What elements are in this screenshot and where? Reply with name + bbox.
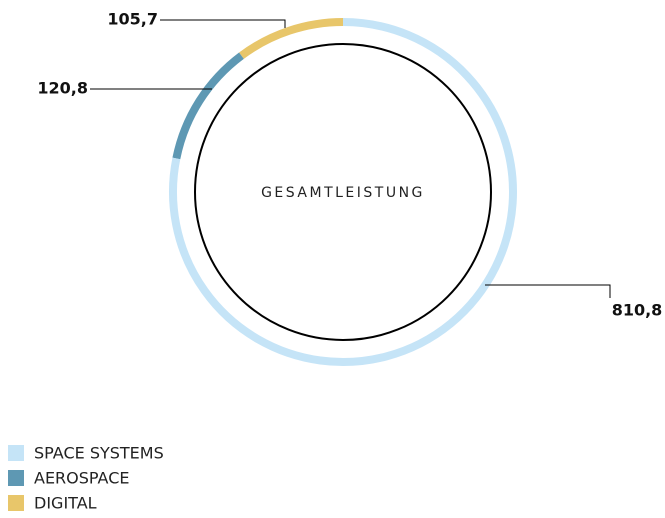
value-label: 810,8 xyxy=(612,301,663,320)
donut-segment xyxy=(172,52,244,160)
legend-swatch xyxy=(8,470,24,486)
legend-swatch xyxy=(8,495,24,511)
donut-segment xyxy=(169,18,517,366)
inner-circle xyxy=(194,43,492,341)
leader-line xyxy=(485,284,611,298)
value-label: 105,7 xyxy=(107,10,158,29)
leader-line xyxy=(160,19,286,28)
legend-label: DIGITAL xyxy=(34,494,97,513)
legend-label: SPACE SYSTEMS xyxy=(34,444,164,463)
donut-segment xyxy=(239,18,344,59)
legend-swatch xyxy=(8,445,24,461)
legend-label: AEROSPACE xyxy=(34,469,130,488)
center-label: GESAMTLEISTUNG xyxy=(261,185,425,201)
value-label: 120,8 xyxy=(37,79,88,98)
